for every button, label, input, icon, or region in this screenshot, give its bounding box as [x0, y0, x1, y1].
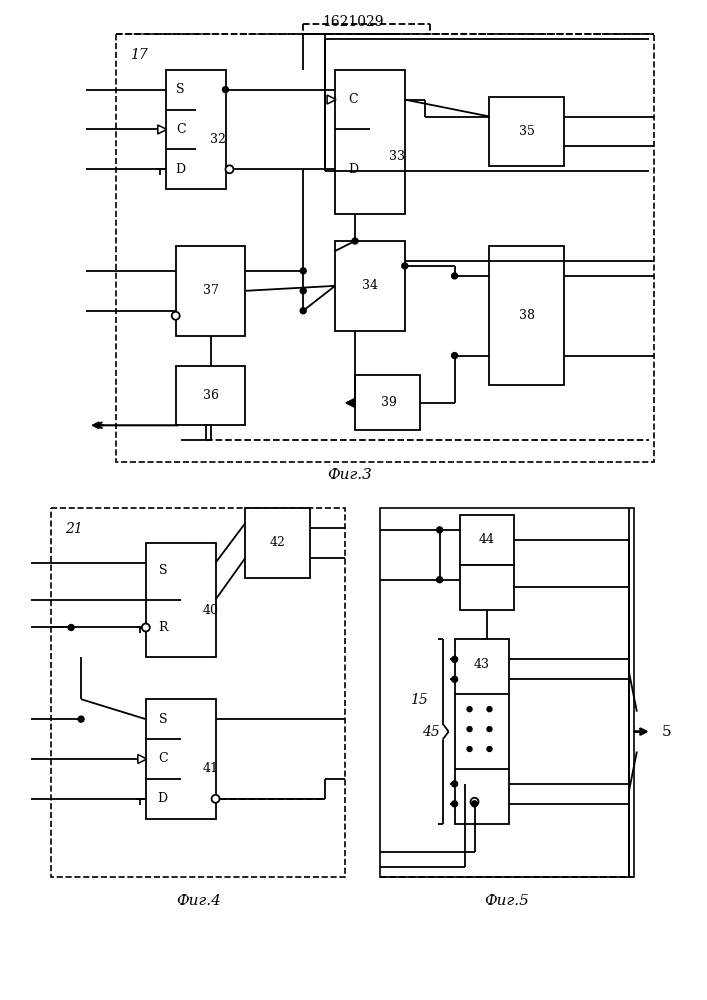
Circle shape [223, 87, 228, 93]
Circle shape [452, 656, 457, 662]
Bar [176, 366, 245, 425]
Circle shape [452, 353, 457, 359]
Text: 41: 41 [203, 762, 218, 775]
Text: 45: 45 [422, 725, 440, 739]
Bar [489, 97, 564, 166]
Text: Фиг.4: Фиг.4 [175, 894, 221, 908]
Circle shape [487, 727, 492, 732]
Text: C: C [158, 752, 168, 765]
Bar [335, 70, 405, 214]
Text: S: S [158, 713, 167, 726]
Text: 17: 17 [130, 48, 148, 62]
Circle shape [487, 747, 492, 752]
Polygon shape [327, 95, 336, 104]
Circle shape [142, 624, 150, 631]
Bar [380, 508, 634, 877]
Circle shape [487, 707, 492, 712]
Text: C: C [176, 123, 185, 136]
Text: 35: 35 [519, 125, 534, 138]
Text: 42: 42 [270, 536, 286, 549]
Circle shape [467, 747, 472, 752]
Circle shape [68, 625, 74, 630]
Circle shape [300, 308, 306, 314]
Bar [146, 543, 216, 657]
Text: 39: 39 [381, 396, 397, 409]
Text: 36: 36 [203, 389, 218, 402]
Circle shape [467, 707, 472, 712]
Circle shape [471, 798, 479, 806]
Text: 38: 38 [519, 309, 534, 322]
Text: 33: 33 [389, 150, 405, 163]
Text: D: D [158, 792, 168, 805]
Bar [116, 34, 654, 462]
Circle shape [452, 273, 457, 279]
Text: D: D [348, 163, 358, 176]
Circle shape [402, 263, 408, 269]
Text: 34: 34 [362, 279, 378, 292]
Circle shape [452, 676, 457, 682]
Text: R: R [158, 621, 168, 634]
Text: 37: 37 [203, 284, 218, 297]
Bar [146, 699, 216, 819]
Circle shape [352, 238, 358, 244]
Bar [460, 515, 515, 565]
Bar [335, 241, 405, 331]
Text: 40: 40 [203, 604, 218, 617]
Circle shape [437, 527, 443, 533]
Text: C: C [348, 93, 358, 106]
Text: 15: 15 [410, 693, 428, 707]
Circle shape [78, 716, 84, 722]
Polygon shape [346, 398, 355, 407]
Circle shape [211, 795, 220, 803]
Text: 43: 43 [474, 658, 490, 671]
Circle shape [226, 165, 233, 173]
Bar [489, 246, 564, 385]
Circle shape [472, 801, 477, 807]
Circle shape [437, 577, 443, 583]
Text: S: S [158, 564, 167, 577]
Circle shape [172, 312, 180, 320]
Text: Фиг.5: Фиг.5 [484, 894, 530, 908]
Circle shape [300, 268, 306, 274]
Bar [51, 508, 345, 877]
Text: Фиг.3: Фиг.3 [327, 468, 373, 482]
Text: 1621029: 1621029 [322, 15, 384, 29]
Circle shape [300, 288, 306, 294]
Text: 32: 32 [209, 133, 226, 146]
Bar [460, 565, 515, 610]
Bar [455, 639, 509, 824]
Text: 21: 21 [65, 522, 83, 536]
Text: 44: 44 [479, 533, 495, 546]
Bar [176, 246, 245, 336]
Bar [355, 375, 420, 430]
Circle shape [452, 781, 457, 787]
Circle shape [452, 801, 457, 807]
Text: D: D [175, 163, 186, 176]
Bar [245, 508, 310, 578]
Text: 5: 5 [662, 725, 672, 739]
Polygon shape [158, 125, 167, 134]
Text: S: S [177, 83, 185, 96]
Bar [165, 70, 226, 189]
Polygon shape [138, 754, 147, 763]
Circle shape [467, 727, 472, 732]
